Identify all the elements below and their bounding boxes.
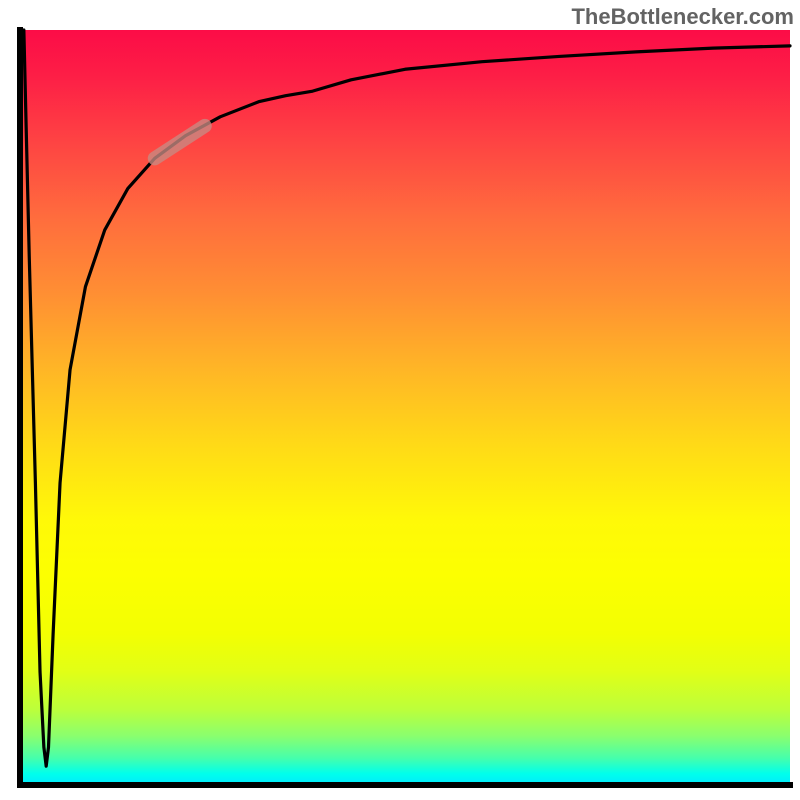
bottleneck-chart: [0, 0, 800, 800]
plot-background: [20, 30, 790, 785]
chart-container: TheBottlenecker.com: [0, 0, 800, 800]
watermark-label: TheBottlenecker.com: [571, 4, 794, 30]
